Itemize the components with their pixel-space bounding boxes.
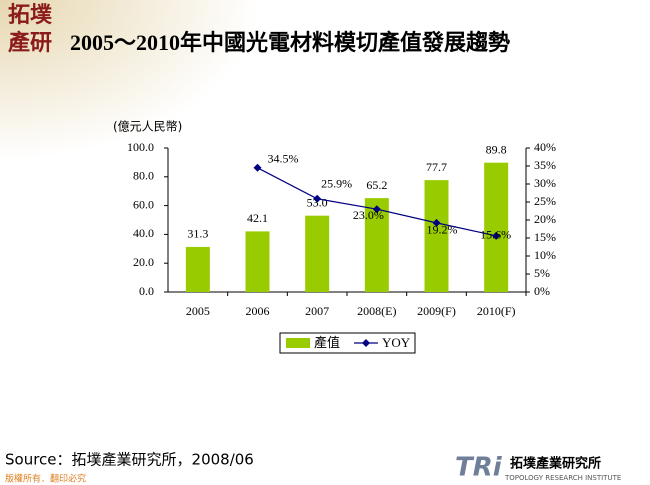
source: Source：拓墣產業研究所，2008/06 (5, 451, 254, 469)
y2-tick-label: 25% (534, 194, 556, 208)
legend-label: 產值 (314, 335, 340, 350)
x-tick-label: 2010(F) (477, 304, 516, 318)
y2-tick-label: 35% (534, 158, 556, 172)
y-tick-label: 60.0 (133, 197, 154, 211)
y-tick-label: 40.0 (133, 226, 154, 240)
bar (305, 215, 330, 292)
line-value-label: 23.0% (353, 208, 384, 222)
line-marker (492, 231, 501, 240)
y2-tick-label: 30% (534, 176, 556, 190)
footer: 版權所有．翻印必究 (5, 473, 86, 485)
bar (364, 198, 389, 292)
brand-sub: TOPOLOGY RESEARCH INSTITUTE (504, 474, 621, 482)
line-marker (432, 218, 441, 227)
line-marker (253, 163, 262, 172)
y-tick-label: 80.0 (133, 169, 154, 183)
bar-value-label: 65.2 (366, 178, 387, 192)
y2-tick-label: 5% (534, 266, 550, 280)
line-marker (313, 194, 322, 203)
x-tick-label: 2009(F) (417, 304, 456, 318)
bar-value-label: 89.8 (486, 142, 507, 156)
legend-swatch (286, 338, 310, 348)
chart-title: 2005～2010年中國光電材料模切產值發展趨勢 (70, 30, 510, 55)
bar (424, 180, 449, 292)
y2-tick-label: 10% (534, 248, 556, 262)
y-tick-label: 100.0 (127, 140, 154, 154)
corner-shade (0, 0, 260, 160)
legend-label: YOY (382, 335, 411, 350)
bar-value-label: 31.3 (187, 227, 208, 241)
y2-tick-label: 0% (534, 284, 550, 298)
y2-tick-label: 15% (534, 230, 556, 244)
bar (484, 162, 509, 292)
x-tick-label: 2005 (186, 304, 210, 318)
line-value-label: 19.2% (427, 223, 458, 237)
line-value-label: 25.9% (321, 177, 352, 191)
y2-tick-label: 20% (534, 212, 556, 226)
x-tick-label: 2007 (305, 304, 329, 318)
logo-top: 拓墣 (8, 3, 52, 28)
brand-name: 拓墣產業研究所 (510, 456, 601, 472)
y2-tick-label: 40% (534, 140, 556, 154)
legend-marker (362, 339, 370, 347)
y-tick-label: 20.0 (133, 255, 154, 269)
y-tick-label: 0.0 (139, 284, 154, 298)
logo-bottom: 產研 (8, 30, 52, 56)
x-tick-label: 2006 (246, 304, 270, 318)
line-value-label: 34.5% (268, 152, 299, 166)
bar (245, 231, 270, 292)
x-tick-label: 2008(E) (357, 304, 396, 318)
bar-value-label: 77.7 (426, 160, 447, 174)
bar (185, 246, 210, 292)
bar-value-label: 42.1 (247, 211, 268, 225)
line-marker (372, 205, 381, 214)
legend-box (279, 332, 416, 354)
line-value-label: 15.6% (480, 228, 511, 242)
y-axis-label: (億元人民幣) (113, 120, 182, 134)
brand-mark: TRi (455, 453, 503, 483)
